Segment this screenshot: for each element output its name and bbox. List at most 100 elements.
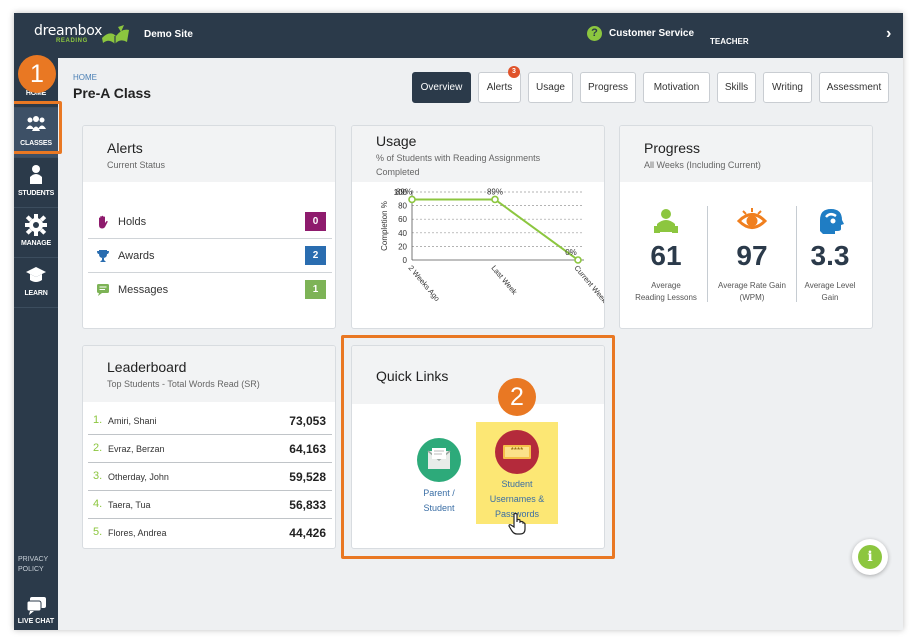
tab-overview[interactable]: Overview bbox=[412, 72, 471, 103]
tab-alerts[interactable]: Alerts 3 bbox=[478, 66, 521, 103]
app-window: dreambox READING Demo Site ? Customer Se… bbox=[14, 13, 903, 630]
card-header: Progress All Weeks (Including Current) bbox=[620, 126, 872, 182]
card-header: Alerts Current Status bbox=[83, 126, 335, 182]
alert-row-messages[interactable]: Messages 1 bbox=[88, 274, 332, 307]
dreambox-logo[interactable]: dreambox READING bbox=[34, 23, 129, 49]
data-label: 0% bbox=[565, 248, 577, 257]
tab-usage[interactable]: Usage bbox=[528, 72, 573, 103]
top-bar: dreambox READING Demo Site ? Customer Se… bbox=[14, 13, 903, 58]
breadcrumb[interactable]: HOME bbox=[73, 73, 97, 82]
alert-row-holds[interactable]: Holds 0 bbox=[88, 206, 332, 239]
alert-label: Awards bbox=[118, 250, 155, 262]
label-line: Student bbox=[423, 503, 455, 513]
leaderboard-row[interactable]: 4. Taera, Tua 56,833 bbox=[88, 491, 332, 519]
alerts-count-badge: 3 bbox=[508, 66, 520, 78]
alert-count-badge: 2 bbox=[305, 246, 326, 265]
metric-caption: Average Level Gain bbox=[786, 280, 872, 304]
card-subtitle: All Weeks (Including Current) bbox=[644, 160, 761, 170]
sidebar-item-students[interactable]: STUDENTS bbox=[14, 158, 58, 208]
quick-links-card: Quick Links Parent / Student bbox=[351, 345, 605, 549]
card-subtitle: Top Students - Total Words Read (SR) bbox=[107, 379, 260, 389]
leaderboard-row[interactable]: 3. Otherday, John 59,528 bbox=[88, 463, 332, 491]
message-icon bbox=[97, 284, 109, 296]
gear-icon bbox=[25, 214, 47, 236]
tab-writing[interactable]: Writing bbox=[763, 72, 812, 103]
sidebar-item-manage[interactable]: MANAGE bbox=[14, 208, 58, 258]
leaderboard-row[interactable]: 2. Evraz, Berzan 64,163 bbox=[88, 435, 332, 463]
alert-row-awards[interactable]: Awards 2 bbox=[88, 240, 332, 273]
card-title: Progress bbox=[644, 140, 701, 156]
step-1-badge: 1 bbox=[18, 55, 56, 93]
y-tick-label: 0 bbox=[403, 256, 408, 265]
sidebar-item-classes[interactable]: CLASSES bbox=[14, 108, 58, 158]
student-name: Otherday, John bbox=[108, 472, 169, 482]
leaderboard-rank: 2. bbox=[93, 442, 103, 454]
privacy-policy-link[interactable]: PRIVACY POLICY bbox=[18, 555, 48, 575]
student-name: Taera, Tua bbox=[108, 500, 151, 510]
metric-value: 61 bbox=[650, 240, 682, 271]
sidebar-item-learn[interactable]: LEARN bbox=[14, 258, 58, 308]
tab-motivation[interactable]: Motivation bbox=[643, 72, 710, 103]
student-name: Flores, Andrea bbox=[108, 528, 167, 538]
series-line bbox=[412, 198, 579, 261]
card-subtitle: Current Status bbox=[107, 160, 166, 170]
y-tick-label: 100 bbox=[394, 188, 408, 197]
tab-assessment[interactable]: Assessment bbox=[819, 72, 889, 103]
tab-label: Motivation bbox=[653, 82, 700, 93]
card-title: Quick Links bbox=[376, 368, 449, 384]
live-chat-label: LIVE CHAT bbox=[17, 618, 55, 625]
alerts-card: Alerts Current Status Holds 0 Awards 2 M… bbox=[82, 125, 336, 329]
customer-service-label: Customer Service bbox=[609, 28, 695, 39]
privacy-line: PRIVACY bbox=[18, 556, 49, 563]
graduation-cap-icon bbox=[26, 267, 46, 282]
leaderboard-rank: 3. bbox=[93, 470, 103, 482]
parent-student-link[interactable]: Parent / Student bbox=[402, 438, 476, 518]
metric-divider bbox=[796, 206, 797, 302]
help-icon: ? bbox=[587, 26, 602, 41]
info-button[interactable]: i bbox=[852, 539, 888, 575]
caption-line: Average bbox=[651, 281, 681, 290]
privacy-line: POLICY bbox=[18, 566, 44, 573]
tab-label: Skills bbox=[724, 82, 749, 93]
student-icon bbox=[30, 165, 42, 184]
logo-book-icon bbox=[102, 25, 129, 44]
leaderboard-row[interactable]: 1. Amiri, Shani 73,053 bbox=[88, 407, 332, 435]
data-label: 89% bbox=[396, 187, 412, 196]
card-header: Leaderboard Top Students - Total Words R… bbox=[83, 346, 335, 402]
leaderboard-rank: 4. bbox=[93, 498, 103, 510]
card-title: Usage bbox=[376, 133, 417, 149]
tab-progress[interactable]: Progress bbox=[580, 72, 636, 103]
words-read: 64,163 bbox=[289, 442, 326, 456]
card-header: Usage % of Students with Reading Assignm… bbox=[352, 126, 604, 182]
card-title: Alerts bbox=[107, 140, 143, 156]
sidebar-item-label: MANAGE bbox=[21, 240, 51, 247]
caption-line: Gain bbox=[821, 293, 839, 302]
card-title: Leaderboard bbox=[107, 359, 187, 375]
usage-card[interactable]: Usage % of Students with Reading Assignm… bbox=[351, 125, 605, 329]
site-name: Demo Site bbox=[144, 29, 193, 40]
label-line: Parent / bbox=[423, 488, 455, 498]
student-usernames-passwords-link[interactable]: **** Student Usernames & Passwords bbox=[476, 422, 558, 535]
metric-caption: Average Reading Lessons bbox=[622, 280, 710, 304]
student-name: Evraz, Berzan bbox=[108, 444, 165, 454]
leaderboard-row[interactable]: 5. Flores, Andrea 44,426 bbox=[88, 519, 332, 547]
chevron-right-icon[interactable]: › bbox=[886, 25, 892, 42]
step-1-highlight bbox=[14, 101, 62, 154]
card-subtitle: % of Students with Reading Assignments C… bbox=[376, 151, 540, 179]
student-name: Amiri, Shani bbox=[108, 416, 157, 426]
subtitle-line: % of Students with Reading Assignments bbox=[376, 153, 541, 163]
metric-value: 3.3 bbox=[810, 240, 850, 271]
trophy-icon bbox=[97, 250, 109, 262]
head-icon bbox=[820, 209, 844, 234]
x-tick-label: Last Week bbox=[489, 264, 519, 297]
envelope-icon bbox=[417, 438, 461, 482]
parent-student-label: Parent / Student bbox=[402, 486, 476, 516]
alert-label: Holds bbox=[118, 216, 147, 228]
live-chat-button[interactable]: LIVE CHAT bbox=[14, 594, 58, 630]
customer-service-link[interactable]: ? Customer Service bbox=[587, 26, 694, 41]
sidebar-item-label: LEARN bbox=[24, 290, 48, 297]
page-title: Pre-A Class bbox=[73, 85, 152, 101]
data-point bbox=[574, 256, 582, 264]
subtitle-line: Completed bbox=[376, 167, 420, 177]
tab-skills[interactable]: Skills bbox=[717, 72, 756, 103]
